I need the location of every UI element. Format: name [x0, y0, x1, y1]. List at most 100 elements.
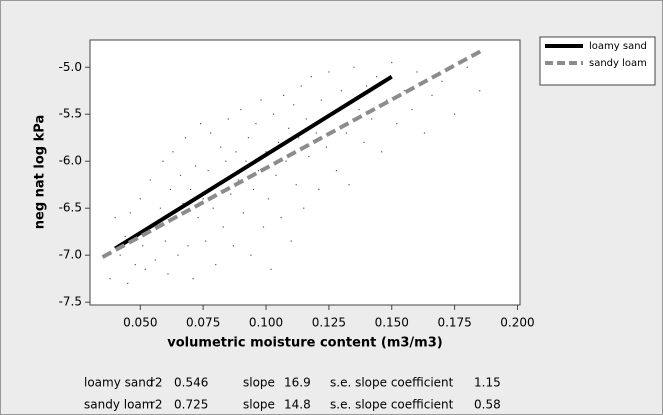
stat-label: slope — [243, 398, 275, 412]
point — [466, 66, 468, 68]
point — [454, 113, 456, 115]
fit-line — [101, 48, 484, 259]
point — [290, 240, 292, 242]
point — [262, 226, 265, 228]
stat-value: 0.546 — [174, 376, 208, 390]
point — [280, 217, 282, 219]
point — [366, 85, 368, 87]
point — [371, 118, 373, 120]
point — [411, 108, 413, 111]
point — [197, 217, 199, 219]
stat-value: 14.8 — [284, 398, 311, 412]
point — [308, 155, 310, 158]
point — [260, 99, 262, 101]
point — [205, 240, 207, 242]
point — [232, 245, 234, 247]
point — [154, 259, 156, 261]
x-tick-label: 0.175 — [437, 316, 471, 330]
point — [159, 207, 162, 209]
point — [363, 141, 365, 144]
x-axis-label: volumetric moisture content (m3/m3) — [167, 336, 442, 351]
x-tick-label: 0.100 — [249, 316, 283, 330]
point — [270, 268, 272, 270]
stat-value: 16.9 — [284, 376, 311, 390]
point — [358, 108, 360, 111]
point — [353, 66, 355, 68]
point — [177, 254, 179, 256]
x-tick-label: 0.050 — [123, 316, 157, 330]
point — [272, 113, 275, 115]
point — [192, 278, 194, 280]
point — [124, 235, 126, 238]
point — [293, 104, 295, 106]
point — [340, 90, 343, 92]
point — [255, 123, 257, 125]
point — [114, 217, 116, 219]
point — [305, 118, 307, 120]
point — [230, 193, 232, 195]
stat-name: sandy loam — [84, 398, 153, 412]
point — [275, 174, 277, 176]
stat-label: s.e. slope coefficient — [330, 376, 454, 390]
point — [252, 188, 255, 191]
point — [210, 132, 212, 134]
stat-value: 0.725 — [174, 398, 208, 412]
stat-label: s.e. slope coefficient — [330, 398, 454, 412]
point — [325, 146, 327, 148]
point — [129, 212, 131, 214]
point — [441, 80, 443, 82]
y-tick-label: -6.0 — [59, 154, 82, 168]
point — [277, 141, 280, 144]
point — [300, 85, 302, 87]
point — [240, 108, 242, 111]
point — [167, 273, 169, 275]
point — [303, 207, 305, 209]
y-tick-label: -7.0 — [59, 248, 82, 262]
point — [207, 170, 209, 172]
point — [237, 179, 239, 181]
point — [225, 160, 227, 162]
point — [247, 137, 250, 139]
y-tick-label: -5.0 — [59, 60, 82, 74]
point — [283, 94, 285, 97]
point — [328, 71, 330, 73]
point — [162, 160, 164, 162]
point — [403, 90, 405, 92]
point — [416, 71, 418, 73]
point — [250, 254, 252, 256]
x-tick-label: 0.125 — [312, 316, 346, 330]
point — [288, 127, 290, 129]
plot-area — [89, 39, 521, 306]
point — [245, 160, 247, 162]
x-tick-label: 0.150 — [375, 316, 409, 330]
point — [142, 245, 144, 247]
x-tick-label: 0.200 — [500, 316, 534, 330]
y-tick-label: -5.5 — [59, 107, 82, 121]
point — [212, 207, 214, 209]
legend-label: loamy sand — [589, 41, 647, 52]
point — [315, 132, 317, 134]
point — [242, 212, 244, 214]
point — [285, 160, 287, 162]
point — [127, 282, 129, 284]
point — [222, 226, 224, 228]
fit-line — [114, 74, 393, 251]
point — [318, 188, 320, 191]
point — [134, 263, 136, 266]
point — [139, 198, 141, 200]
point — [320, 99, 322, 101]
point — [195, 165, 197, 167]
point — [479, 90, 481, 92]
point — [187, 245, 189, 247]
y-tick-label: -7.5 — [59, 295, 82, 309]
point — [423, 132, 426, 134]
point — [391, 61, 393, 64]
point — [184, 137, 187, 139]
point — [200, 123, 202, 125]
stat-label: slope — [243, 376, 275, 390]
point — [381, 151, 383, 153]
point — [267, 198, 270, 200]
point — [335, 170, 338, 172]
point — [310, 76, 312, 78]
